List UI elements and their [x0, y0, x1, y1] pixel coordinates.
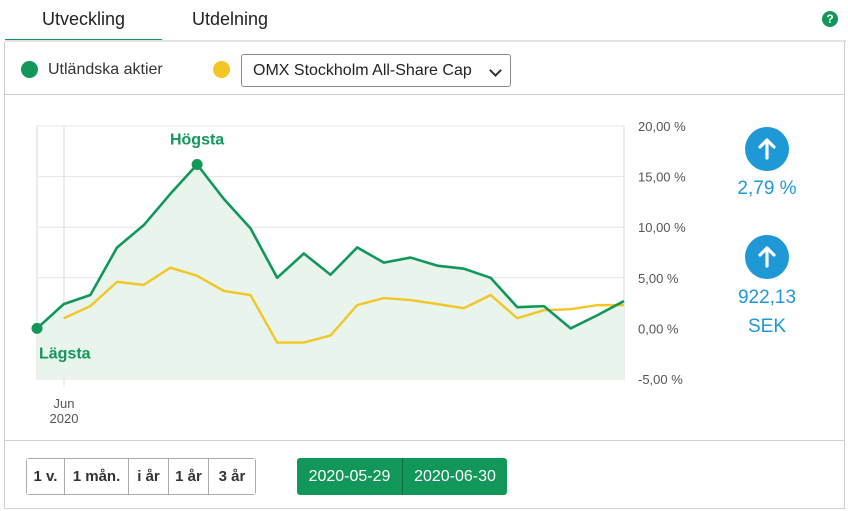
value-change-currency: SEK — [747, 316, 787, 337]
index-select[interactable]: OMX Stockholm All-Share Cap — [241, 54, 511, 87]
date-range: 2020-05-29 2020-06-30 — [297, 458, 507, 495]
low-point-marker — [31, 322, 43, 334]
y-tick-label: 10,00 % — [638, 220, 686, 235]
value-up-arrow-icon — [745, 235, 789, 279]
question-icon[interactable]: ? — [822, 11, 838, 27]
performance-chart[interactable]: 20,00 % 15,00 % 10,00 % 5,00 % 0,00 % -5,00 %… — [5, 42, 844, 440]
y-tick-label: 5,00 % — [638, 271, 679, 286]
x-tick-label-year: 2020 — [50, 411, 79, 426]
index-series-line — [63, 266, 624, 344]
tab-utdelning[interactable]: Utdelning — [191, 9, 269, 29]
tab-bar: Utveckling Utdelning ? — [0, 0, 848, 42]
fund-area — [37, 164, 624, 379]
range-3-years-button[interactable]: 3 år — [209, 459, 255, 494]
fund-legend-label: Utländska aktier — [48, 61, 163, 78]
value-change-amount: 922,13 — [737, 287, 797, 308]
chart-panel: Utländska aktier OMX Stockholm All-Share… — [4, 42, 845, 509]
tab-utveckling[interactable]: Utveckling — [5, 0, 162, 42]
fund-series-line — [36, 163, 625, 330]
high-point-marker — [191, 158, 203, 170]
low-label: Lägsta — [39, 345, 91, 362]
percent-up-arrow-icon — [745, 127, 789, 171]
date-from-button[interactable]: 2020-05-29 — [297, 458, 402, 495]
index-select-value: OMX Stockholm All-Share Cap — [253, 62, 472, 79]
range-selector: 1 v. 1 mån. i år 1 år 3 år — [26, 458, 256, 495]
x-tick-label-month: Jun — [54, 396, 75, 411]
legend-bar: Utländska aktier OMX Stockholm All-Share… — [5, 42, 844, 95]
range-1-year-button[interactable]: 1 år — [169, 459, 209, 494]
tab-divider — [5, 40, 846, 42]
date-to-button[interactable]: 2020-06-30 — [402, 458, 507, 495]
y-tick-label: 20,00 % — [638, 119, 686, 134]
range-1-week-button[interactable]: 1 v. — [27, 459, 65, 494]
footer-divider — [5, 440, 844, 441]
high-label: Högsta — [170, 131, 224, 148]
y-tick-label: 0,00 % — [638, 321, 679, 336]
y-tick-label: -5,00 % — [638, 372, 683, 387]
y-tick-label: 15,00 % — [638, 170, 686, 185]
range-ytd-button[interactable]: i år — [129, 459, 169, 494]
fund-legend-dot — [21, 61, 38, 78]
range-1-month-button[interactable]: 1 mån. — [65, 459, 129, 494]
percent-change-value: 2,79 % — [737, 178, 797, 199]
index-legend-dot — [213, 61, 230, 78]
